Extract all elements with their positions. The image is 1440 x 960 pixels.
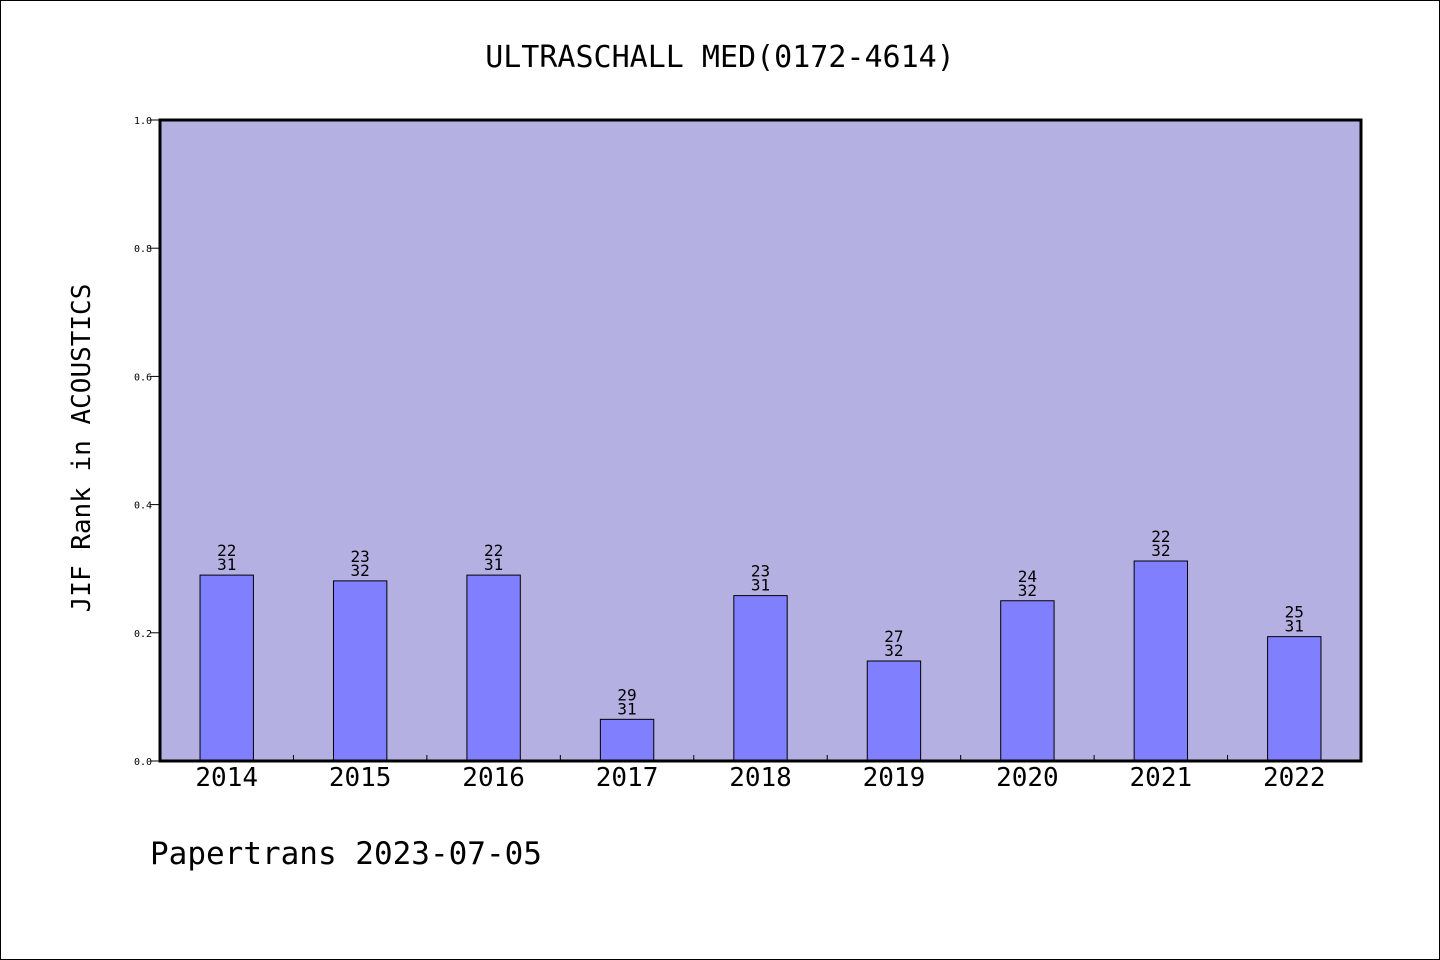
bar-2017: [599, 718, 655, 762]
data-label-total-2021: 32: [1151, 541, 1170, 560]
bar-2015: [332, 580, 388, 762]
data-label-total-2016: 31: [484, 555, 503, 574]
y-tick-label-0.0: 0.0: [134, 757, 152, 768]
chart-title: ULTRASCHALL MED(0172-4614): [485, 40, 955, 75]
y-tick-label-0.2: 0.2: [134, 629, 152, 640]
data-label-rank-2018: 23: [751, 562, 770, 581]
x-tick-label-2016: 2016: [462, 763, 525, 793]
y-tick-label-0.6: 0.6: [134, 372, 152, 383]
data-label-total-2014: 31: [217, 555, 236, 574]
data-label-rank-2014: 22: [217, 541, 236, 560]
data-label-total-2017: 31: [617, 699, 636, 718]
data-label-total-2019: 32: [884, 641, 903, 660]
x-tick-label-2019: 2019: [863, 763, 926, 793]
data-label-rank-2022: 25: [1285, 603, 1304, 622]
data-label-total-2018: 31: [751, 576, 770, 595]
data-label-rank-2020: 24: [1018, 567, 1037, 586]
y-axis-label: JIF Rank in ACOUSTICS: [67, 284, 97, 613]
data-label-rank-2015: 23: [351, 547, 370, 566]
x-tick-label-2015: 2015: [329, 763, 392, 793]
y-tick-label-0.8: 0.8: [134, 244, 152, 255]
x-tick-label-2020: 2020: [996, 763, 1059, 793]
x-tick-label-2018: 2018: [729, 763, 792, 793]
bars-layer: [199, 560, 1322, 762]
data-label-total-2015: 32: [351, 561, 370, 580]
y-axis: 0.0 0.2 0.4 0.6 0.8 1.0: [134, 116, 160, 768]
footer-text: Papertrans 2023-07-05: [150, 836, 542, 872]
x-tick-label-2014: 2014: [195, 763, 258, 793]
y-tick-label-0.4: 0.4: [134, 501, 152, 512]
bar-2020: [1000, 600, 1055, 762]
data-label-rank-2021: 22: [1151, 527, 1170, 546]
plot-border: [158, 118, 1363, 763]
data-label-rank-2019: 27: [884, 627, 903, 646]
bar-2019: [866, 660, 922, 762]
x-tick-label-2022: 2022: [1263, 763, 1326, 793]
x-tick-label-2017: 2017: [596, 763, 659, 793]
x-axis: 2014 2015 2016 2017 2018 2019 2020 2021 2022: [195, 755, 1326, 793]
data-label-rank-2017: 29: [617, 685, 636, 704]
data-label-total-2020: 32: [1018, 581, 1037, 600]
bar-2018: [733, 595, 788, 762]
bar-2022: [1267, 636, 1322, 762]
y-tick-label-1.0: 1.0: [134, 116, 152, 127]
bar-2021: [1133, 560, 1189, 762]
data-label-rank-2016: 22: [484, 541, 503, 560]
data-label-total-2022: 31: [1285, 617, 1304, 636]
bar-2016: [466, 574, 521, 762]
bar-2014: [199, 574, 254, 762]
x-tick-label-2021: 2021: [1130, 763, 1193, 793]
